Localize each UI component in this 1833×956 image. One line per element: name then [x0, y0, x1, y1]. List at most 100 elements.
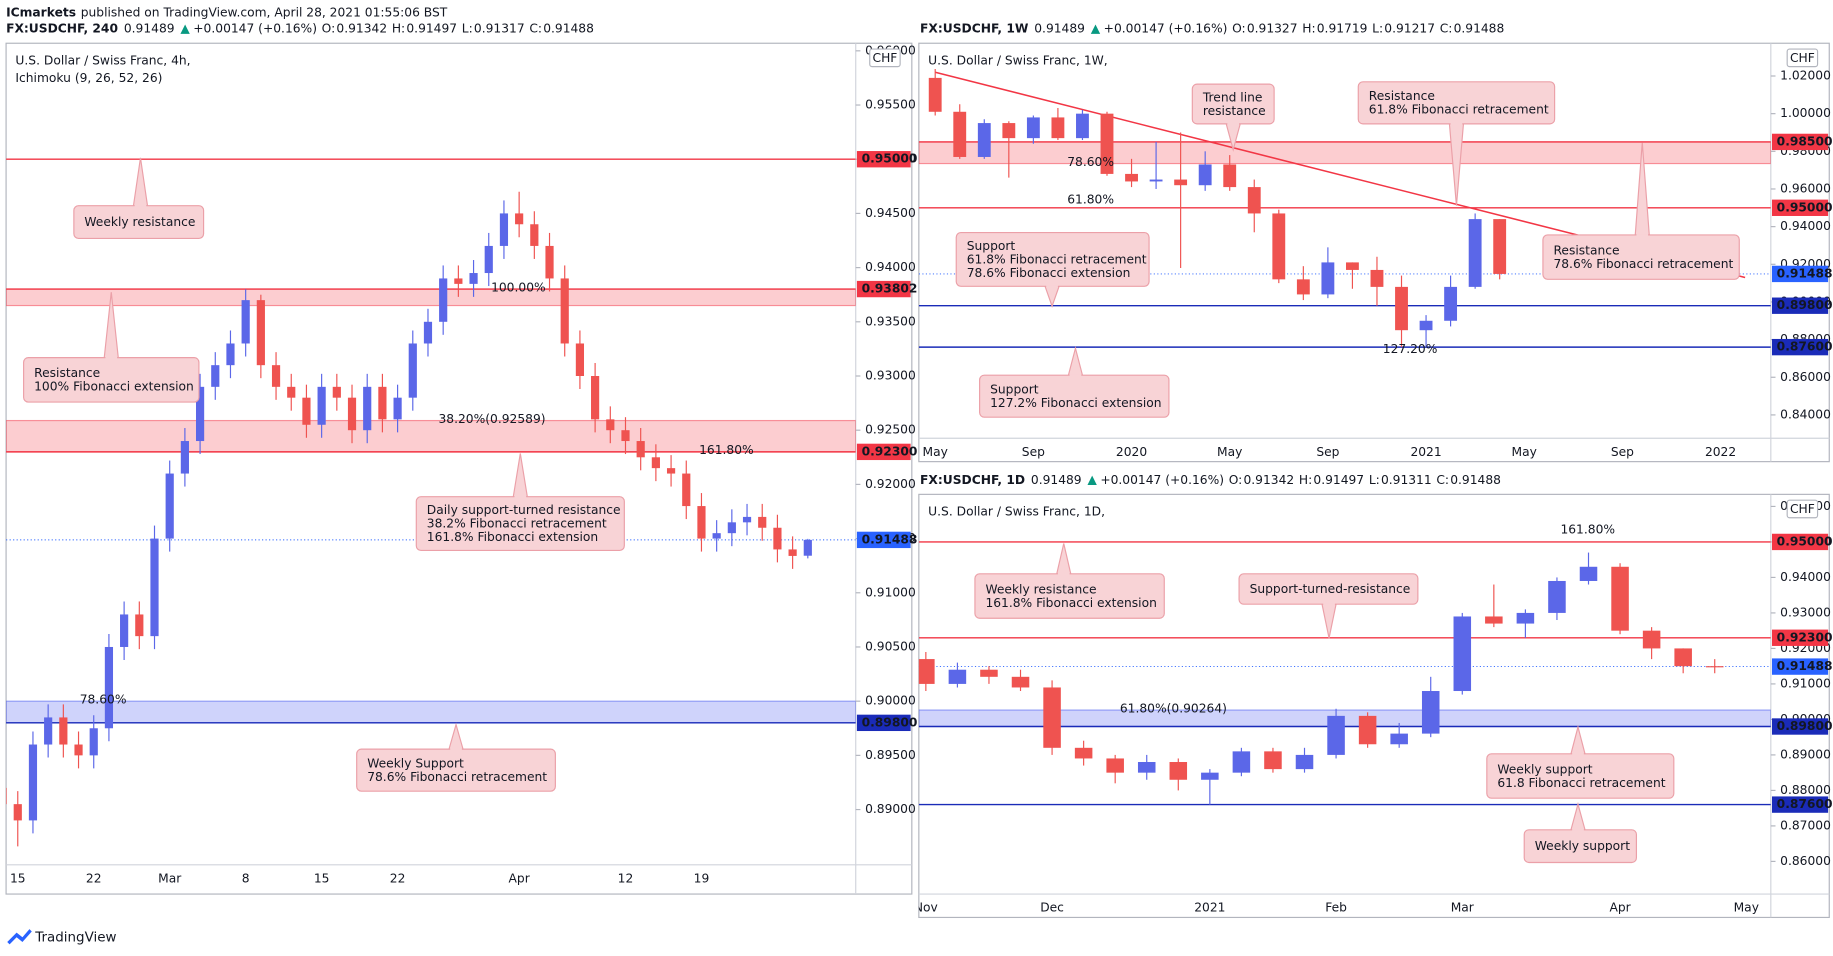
candle-body: [469, 273, 478, 284]
candle-body: [1611, 566, 1629, 631]
candle-body: [980, 669, 998, 677]
candle-body: [1198, 164, 1212, 186]
candle-body: [423, 321, 433, 344]
candle-body: [651, 457, 660, 469]
level-label: 0.91488: [1777, 266, 1833, 280]
currency-box: [869, 48, 901, 68]
level-label: 0.98500: [1777, 134, 1833, 148]
y-tick-label: 0.94000: [865, 260, 916, 274]
callout-text: Weekly resistance: [84, 215, 195, 229]
candle-body: [773, 527, 782, 550]
candle-body: [74, 744, 83, 756]
callout-text: 61.8% Fibonacci retracement: [967, 253, 1147, 267]
level-label-bg: [856, 151, 911, 168]
header-field-key: H:: [1299, 473, 1312, 487]
y-tick-label: 0.93000: [865, 369, 916, 383]
callout-text: Resistance: [34, 366, 100, 380]
x-tick-label: 15: [314, 871, 330, 885]
y-tick-label: 0.93000: [1780, 605, 1831, 619]
level-label-bg: [1771, 718, 1829, 735]
level-label: 0.93802: [862, 282, 918, 296]
header-field-value: 0.91317: [474, 22, 525, 36]
candle-body: [378, 386, 387, 420]
callout-text: 78.6% Fibonacci retracement: [367, 770, 547, 784]
candle-body: [332, 386, 341, 398]
fib-label: 161.80%: [699, 443, 754, 457]
x-tick-label: 8: [242, 871, 250, 885]
header-price: 0.91489: [1031, 473, 1082, 487]
callout-text: 61.8 Fibonacci retracement: [1497, 776, 1665, 790]
candle-body: [1579, 566, 1598, 581]
publisher-name: ICmarkets: [6, 5, 76, 19]
y-tick-label: 0.87000: [1780, 818, 1831, 832]
callout-text: 78.6% Fibonacci extension: [967, 266, 1131, 280]
candle-body: [1201, 772, 1219, 780]
candle-body: [13, 804, 22, 821]
callout-text: Support-turned-resistance: [1250, 582, 1411, 596]
currency-label: CHF: [873, 51, 898, 65]
header-field-value: 0.91488: [1454, 22, 1505, 36]
chart-title: U.S. Dollar / Swiss Franc, 1D,: [928, 504, 1105, 518]
candle-body: [515, 213, 524, 225]
currency-label: CHF: [1790, 502, 1815, 516]
candle-body: [1026, 117, 1040, 139]
callout-text: 61.8% Fibonacci retracement: [1369, 103, 1549, 117]
level-label-bg: [1771, 199, 1829, 216]
level-label: 0.91488: [862, 532, 918, 546]
header-field-key: C:: [1436, 473, 1449, 487]
candle-body: [758, 516, 767, 528]
candle-body: [302, 397, 311, 425]
fib-label: 78.60%: [80, 693, 127, 707]
callout-text: Trend line: [1202, 90, 1263, 104]
level-label: 0.92300: [1777, 630, 1833, 644]
footer-brand: TradingView: [34, 930, 116, 945]
candle-body: [1125, 173, 1138, 182]
level-label-bg: [1771, 533, 1829, 551]
header-field-value: 0.91497: [406, 22, 457, 36]
candle-body: [1296, 279, 1310, 295]
level-label-bg: [1771, 338, 1829, 356]
zone: [6, 288, 856, 307]
candle-body: [1453, 616, 1472, 692]
candle-body: [1548, 580, 1566, 613]
header-symbol: FX:USDCHF, 1D: [920, 473, 1025, 487]
x-tick-label: 2020: [1116, 445, 1147, 459]
level-label-bg: [856, 280, 911, 298]
candle-body: [727, 522, 736, 534]
callout-text: Weekly resistance: [985, 582, 1096, 596]
zone: [6, 700, 856, 724]
header-change: +0.00147 (+0.16%): [1104, 22, 1228, 36]
candle-body: [135, 614, 144, 637]
candle-body: [1493, 219, 1507, 274]
header-field-key: O:: [1232, 22, 1246, 36]
candle-body: [484, 245, 493, 274]
callout-text: 127.2% Fibonacci extension: [990, 396, 1161, 410]
level-label-bg: [856, 531, 911, 549]
header-symbol: FX:USDCHF, 240: [6, 22, 118, 36]
callout-text: 100% Fibonacci extension: [34, 380, 194, 394]
candle-body: [1419, 320, 1433, 331]
callout-text: resistance: [1203, 104, 1266, 118]
header-field-value: 0.91327: [1247, 22, 1298, 36]
change-arrow: [1087, 475, 1097, 486]
callout-text: Weekly Support: [367, 757, 464, 771]
candle-body: [271, 365, 281, 387]
level-label-bg: [1771, 658, 1829, 675]
candle-body: [1223, 164, 1237, 188]
candle-body: [712, 533, 721, 539]
fib-label: 61.80%: [1067, 193, 1114, 207]
candle-body: [150, 538, 159, 637]
candle-body: [636, 441, 645, 458]
candle-body: [393, 397, 402, 420]
header-field-key: L:: [1369, 473, 1380, 487]
candle-body: [1642, 630, 1661, 649]
candle-body: [1485, 616, 1503, 624]
candle-body: [226, 343, 235, 366]
fib-label: 78.60%: [1067, 155, 1114, 169]
currency-box: [1786, 48, 1819, 68]
candle-body: [1076, 113, 1089, 139]
y-tick-label: 0.92500: [865, 423, 916, 437]
candle-body: [1051, 117, 1065, 139]
x-tick-label: 2022: [1705, 445, 1736, 459]
